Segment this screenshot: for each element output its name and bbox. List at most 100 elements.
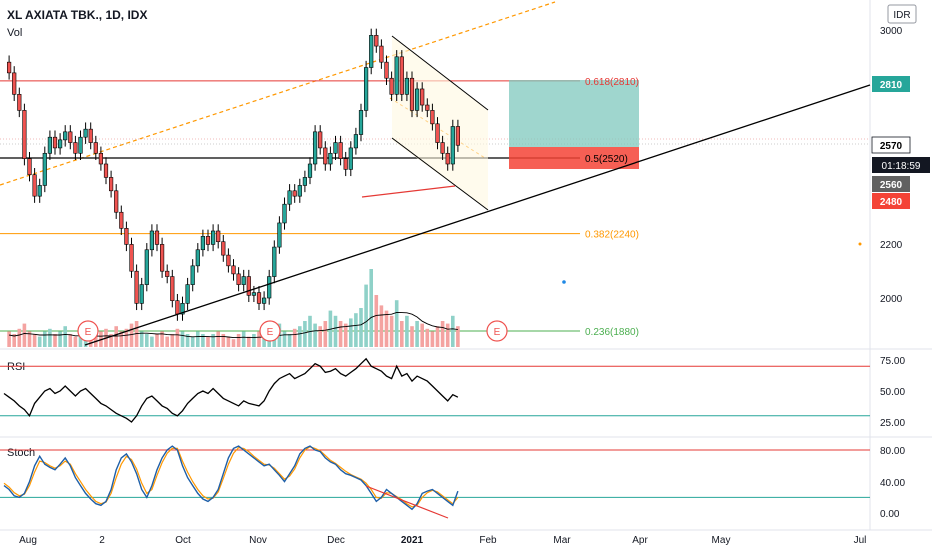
time-tick: Mar	[553, 535, 571, 546]
volume-bar	[155, 334, 159, 347]
candle-body	[409, 77, 415, 111]
candle-body	[170, 276, 175, 301]
volume-bar	[27, 331, 32, 347]
volume-bar	[456, 326, 460, 347]
volume-bar	[206, 336, 210, 347]
volume-bar	[415, 321, 419, 347]
candle-body	[98, 152, 103, 165]
candle-body	[455, 126, 461, 146]
time-tick: Nov	[249, 535, 267, 546]
fib-level-label: 0.236(1880)	[585, 327, 639, 338]
volume-bar	[333, 315, 338, 347]
candle-body	[287, 190, 292, 205]
candle-body	[425, 104, 430, 111]
volume-bar	[364, 284, 368, 347]
candle-body	[328, 152, 333, 165]
currency-box[interactable]	[887, 4, 917, 24]
candle-body	[154, 230, 160, 245]
candle-body	[12, 72, 17, 95]
volume-bar	[190, 336, 195, 347]
wedge-lower-line[interactable]	[391, 137, 489, 211]
volume-bar	[374, 295, 379, 347]
stoch-divergence-line[interactable]	[365, 485, 449, 519]
candle-body	[414, 88, 420, 111]
ascending-trendline[interactable]	[84, 84, 871, 346]
target-zone[interactable]	[509, 80, 639, 147]
orange-dot-marker	[858, 242, 862, 246]
price-label-box	[872, 76, 910, 92]
candle-body	[292, 190, 297, 197]
candle-body	[348, 147, 353, 170]
earnings-marker-label: E	[494, 327, 501, 338]
wedge-shade	[392, 36, 488, 210]
volume-bar	[440, 321, 445, 347]
stoch-tick: 80.00	[880, 446, 905, 457]
earnings-marker	[486, 320, 508, 342]
price-label-value: 2560	[880, 180, 903, 191]
candle-body	[353, 134, 359, 149]
candle-body	[211, 230, 216, 245]
volume-bar	[226, 336, 231, 347]
candle-body	[226, 254, 231, 267]
price-label-value: 2480	[880, 197, 903, 208]
candle-body	[277, 222, 282, 248]
volume-bar	[7, 331, 11, 347]
candle-body	[83, 128, 88, 138]
candle-body	[374, 35, 379, 47]
fib-level-label: 0.5(2520)	[585, 154, 628, 165]
volume-bar	[73, 336, 78, 347]
candle-body	[272, 246, 277, 277]
candle-body	[37, 185, 42, 197]
volume-bar	[53, 334, 57, 347]
volume-bar	[252, 334, 256, 347]
orange-dashed-trendline[interactable]	[0, 1, 556, 186]
candle-body	[7, 61, 12, 74]
price-divergence-line[interactable]	[361, 185, 456, 198]
fib-level-label: 0.618(2810)	[585, 77, 639, 88]
price-tick: 2200	[880, 240, 903, 251]
candle-body	[369, 35, 374, 68]
candle-body	[236, 273, 241, 285]
rsi-tick: 50.00	[880, 387, 905, 398]
candle-body	[318, 131, 323, 149]
candle-body	[78, 136, 83, 154]
candle-body	[261, 297, 267, 304]
candle-body	[430, 110, 435, 125]
candle-body	[404, 77, 410, 95]
stop-zone[interactable]	[509, 147, 639, 169]
time-tick: Feb	[479, 535, 497, 546]
time-tick: 2	[99, 535, 105, 546]
candle-body	[312, 131, 318, 165]
volume-label[interactable]: Vol	[7, 27, 22, 39]
candle-body	[450, 126, 455, 165]
volume-bar	[451, 315, 455, 347]
candle-body	[129, 244, 134, 272]
price-label-box	[872, 176, 910, 192]
time-tick: Aug	[19, 535, 37, 546]
volume-bar	[109, 334, 113, 347]
candle-body	[144, 249, 149, 285]
volume-bar	[63, 326, 67, 347]
volume-bar	[185, 334, 190, 347]
volume-bar	[114, 326, 118, 347]
volume-bar	[389, 315, 394, 347]
wedge-upper-line[interactable]	[391, 35, 489, 111]
candle-body	[68, 131, 73, 143]
earnings-marker-label: E	[267, 327, 274, 338]
rsi-label[interactable]: RSI	[7, 361, 25, 373]
candle-body	[358, 110, 364, 135]
stoch-label[interactable]: Stoch	[7, 447, 35, 459]
volume-bar	[221, 334, 226, 347]
volume-bar	[257, 331, 261, 347]
volume-bar	[88, 336, 93, 347]
volume-bar	[145, 334, 149, 347]
volume-bar	[32, 334, 37, 347]
candle-body	[73, 142, 78, 154]
candle-body	[63, 131, 68, 141]
symbol-title[interactable]: XL AXIATA TBK., 1D, IDX	[7, 8, 147, 22]
volume-bar	[349, 318, 353, 347]
volume-bar	[124, 328, 129, 347]
time-tick: Oct	[175, 535, 191, 546]
